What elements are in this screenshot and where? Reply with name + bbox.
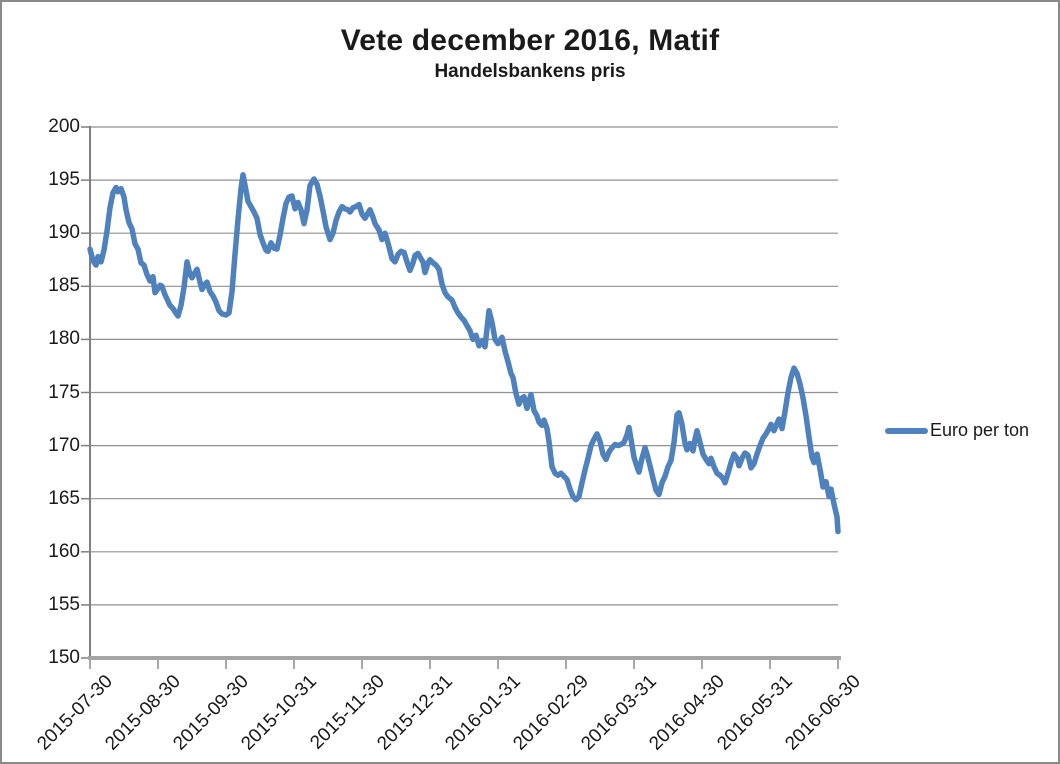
legend: Euro per ton bbox=[885, 420, 1029, 441]
y-tick-label: 175 bbox=[48, 381, 80, 403]
y-tick-label: 165 bbox=[48, 487, 80, 509]
price-line bbox=[87, 172, 841, 535]
chart-header: Vete december 2016, Matif Handelsbankens… bbox=[2, 24, 1058, 83]
y-tick-label: 200 bbox=[48, 116, 80, 137]
y-tick-label: 195 bbox=[48, 169, 80, 191]
legend-line-swatch bbox=[885, 427, 928, 434]
y-tick-label: 155 bbox=[48, 593, 80, 615]
legend-label: Euro per ton bbox=[930, 420, 1030, 440]
chart-title: Vete december 2016, Matif bbox=[340, 24, 720, 57]
y-tick-label: 150 bbox=[48, 647, 80, 668]
chart-subtitle: Handelsbankens pris bbox=[434, 61, 626, 82]
y-tick-label: 180 bbox=[48, 328, 80, 350]
y-tick-label: 190 bbox=[48, 222, 80, 244]
y-tick-label: 170 bbox=[48, 434, 80, 456]
y-tick-label: 185 bbox=[48, 275, 80, 297]
y-tick-label: 160 bbox=[48, 540, 80, 562]
